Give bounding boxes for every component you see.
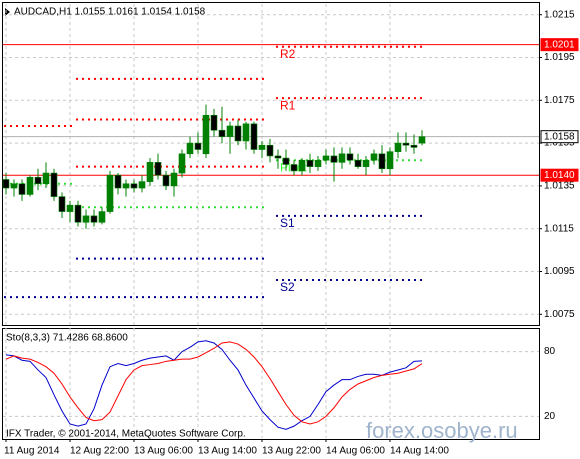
candle-body: [18, 183, 26, 195]
x-tick-label: 11 Aug 2014: [4, 446, 60, 457]
price-label: 1.0158: [544, 131, 575, 142]
candle-body: [386, 151, 394, 170]
watermark: forex.osobye.ru: [366, 418, 518, 443]
y-tick-label: 80: [544, 346, 556, 357]
candle-body: [370, 153, 378, 161]
stochastic-line: [5, 340, 423, 430]
candle-body: [210, 114, 218, 131]
y-tick-label: 1.0215: [544, 9, 575, 20]
candle-body: [178, 153, 186, 174]
candle-body: [186, 142, 194, 155]
candle-body: [130, 183, 138, 189]
price-label: 1.0140: [544, 170, 575, 181]
candle-body: [282, 157, 290, 165]
candle-body: [66, 204, 74, 212]
candle-body: [202, 114, 210, 155]
x-tick-label: 13 Aug 22:00: [262, 446, 321, 457]
stochastic-line: [5, 341, 423, 425]
candle-body: [82, 215, 90, 223]
candle-body: [410, 144, 418, 148]
candle-body: [10, 183, 18, 189]
candle-body: [346, 153, 354, 161]
candle-body: [266, 144, 274, 157]
candle-body: [354, 159, 362, 167]
candle-body: [170, 172, 178, 187]
candle-body: [34, 177, 42, 185]
y-tick-label: 1.0155: [544, 138, 575, 149]
indicator-title: Sto(8,3,3) 71.4286 68.8600: [6, 333, 128, 344]
candle-body: [106, 174, 114, 212]
candle-body: [298, 159, 306, 172]
candle-body: [2, 179, 10, 189]
stochastic-panel: [2, 328, 540, 440]
candle-body: [274, 155, 282, 159]
candle-body: [42, 172, 50, 185]
y-tick-label: 1.0135: [544, 181, 575, 192]
candle-body: [114, 174, 122, 189]
x-tick-label: 14 Aug 14:00: [390, 446, 449, 457]
pivot-label: S1: [280, 216, 295, 230]
candle-body: [306, 159, 314, 167]
price-label-box: [540, 38, 579, 52]
candle-body: [154, 162, 162, 176]
x-tick-label: 13 Aug 06:00: [134, 446, 193, 457]
y-tick-label: 1.0195: [544, 52, 575, 63]
candle-body: [418, 136, 426, 144]
candle-body: [394, 142, 402, 152]
candle-body: [234, 125, 242, 142]
candle-body: [338, 153, 346, 163]
candle-body: [258, 144, 266, 150]
candle-body: [322, 155, 330, 161]
y-tick-label: 1.0175: [544, 95, 575, 106]
candle-body: [402, 142, 410, 146]
price-label-box: [540, 130, 579, 144]
x-tick-label: 13 Aug 14:00: [198, 446, 257, 457]
candle-body: [242, 123, 250, 142]
candle-body: [290, 164, 298, 172]
candle-body: [250, 123, 258, 150]
candle-body: [362, 159, 370, 167]
y-tick-label: 1.0075: [544, 309, 575, 320]
candle-body: [314, 159, 322, 167]
candle-body: [330, 155, 338, 163]
candle-body: [226, 125, 234, 137]
candle-body: [194, 142, 202, 150]
footer: IFX Trader, © 2001-2014, MetaQuotes Soft…: [6, 429, 246, 440]
y-tick-label: 20: [544, 411, 556, 422]
candle-body: [138, 181, 146, 189]
y-tick-label: 1.0115: [544, 223, 574, 234]
candle-body: [378, 153, 386, 170]
chart-title: AUDCAD,H1 1.0155 1.0161 1.0154 1.0158: [14, 7, 206, 18]
y-tick-label: 1.0095: [544, 266, 575, 277]
x-tick-label: 12 Aug 22:00: [70, 446, 129, 457]
price-label: 1.0201: [544, 39, 575, 50]
candle-body: [122, 183, 130, 189]
candle-body: [74, 204, 82, 223]
candle-body: [218, 129, 226, 137]
pivot-label: R2: [280, 47, 296, 61]
price-label-box: [540, 168, 579, 182]
candle-body: [50, 172, 58, 197]
pivot-label: S2: [280, 280, 295, 294]
candle-body: [90, 215, 98, 223]
candle-body: [146, 162, 154, 182]
main-panel: [2, 2, 540, 326]
candle-body: [162, 174, 170, 187]
candle-body: [98, 211, 106, 223]
candle-body: [58, 196, 66, 212]
candle-body: [26, 177, 34, 195]
pivot-label: R1: [280, 98, 296, 112]
x-tick-label: 14 Aug 06:00: [326, 446, 385, 457]
